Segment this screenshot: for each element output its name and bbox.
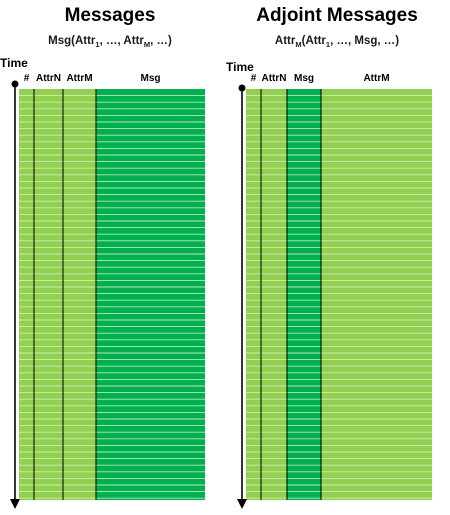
column-header: # [251, 73, 257, 84]
formula-subscript: 1 [95, 40, 99, 49]
column-header: # [24, 73, 30, 84]
formula-subscript: M [295, 40, 301, 49]
formula-text: Msg(Attr [48, 35, 96, 47]
formula-text: , …) [150, 35, 172, 47]
messages-title: Messages [65, 5, 156, 26]
column-attrn [34, 89, 63, 500]
column-headers: # AttrN Msg AttrM [251, 73, 390, 84]
messages-formula: Msg(Attr1, …, AttrM, …) [48, 35, 172, 49]
column-header: AttrM [363, 73, 389, 84]
time-axis [237, 84, 247, 509]
formula-text: (Attr [302, 35, 327, 47]
time-label: Time [226, 60, 254, 74]
column-number [246, 89, 261, 500]
adjoint-messages-formula: AttrM(Attr1, …, Msg, …) [275, 35, 399, 49]
column-header: Msg [141, 73, 161, 84]
column-headers: # AttrN AttrM Msg [24, 73, 161, 84]
column-header: AttrN [262, 73, 287, 84]
messages-panel: Messages Msg(Attr1, …, AttrM, …) Time # A… [0, 5, 205, 509]
message-table [246, 89, 432, 500]
column-attrn [261, 89, 287, 500]
column-header: Msg [294, 73, 314, 84]
column-msg [287, 89, 321, 500]
formula-subscript: M [144, 40, 150, 49]
message-table [19, 89, 205, 500]
column-header: AttrM [66, 73, 92, 84]
formula-text: Attr [275, 35, 296, 47]
adjoint-messages-panel: Adjoint Messages AttrM(Attr1, …, Msg, …)… [226, 5, 432, 509]
column-msg [96, 89, 205, 500]
time-label: Time [0, 56, 28, 70]
adjoint-messages-title: Adjoint Messages [256, 5, 418, 26]
time-origin-icon [238, 84, 246, 92]
formula-subscript: 1 [326, 40, 330, 49]
column-number [19, 89, 34, 500]
formula-text: , …, Msg, …) [330, 35, 399, 47]
column-attrm [321, 89, 432, 500]
time-origin-icon [11, 80, 19, 88]
column-attrm [63, 89, 96, 500]
time-axis [10, 80, 20, 509]
column-header: AttrN [36, 73, 61, 84]
formula-text: , …, Attr [100, 35, 145, 47]
